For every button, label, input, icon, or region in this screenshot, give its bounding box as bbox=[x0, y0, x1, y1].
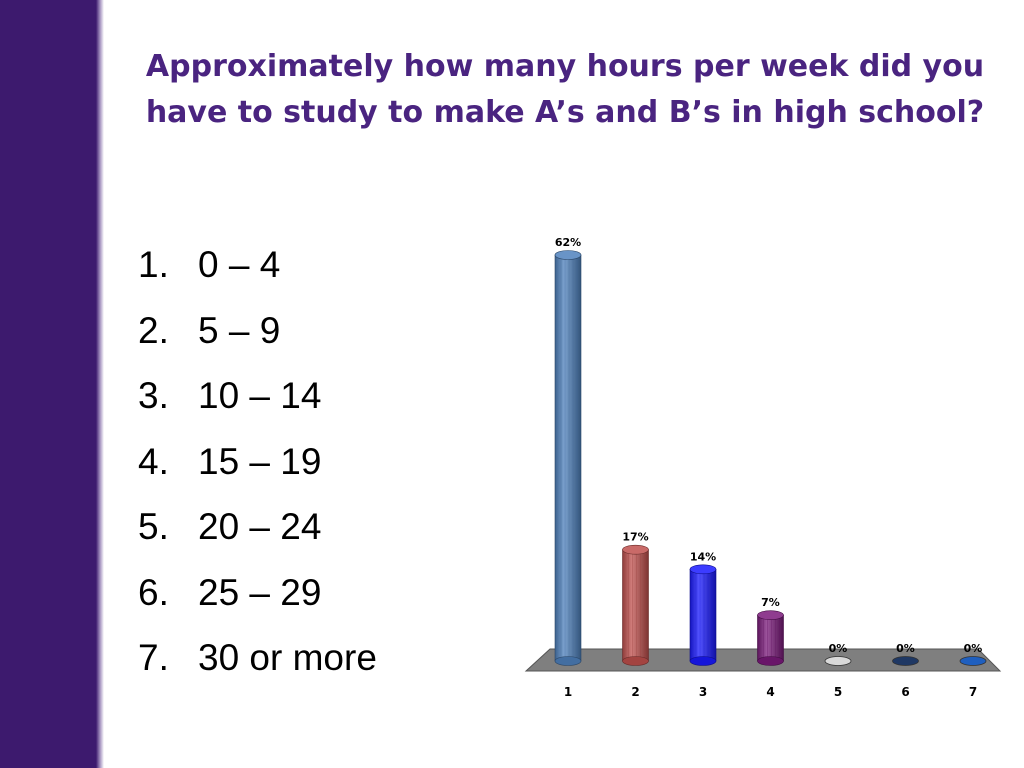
option-number: 5. bbox=[138, 506, 169, 547]
x-tick-label: 7 bbox=[969, 685, 977, 699]
data-label: 62% bbox=[555, 236, 581, 249]
bar-base bbox=[757, 656, 784, 666]
x-tick-label: 5 bbox=[834, 685, 842, 699]
bar-body bbox=[757, 614, 784, 662]
bar-base bbox=[689, 656, 717, 666]
option-item: 3. 10 – 14 bbox=[138, 371, 377, 437]
bar-cap bbox=[757, 610, 784, 620]
data-label: 17% bbox=[622, 531, 648, 544]
option-label: 0 – 4 bbox=[198, 244, 281, 285]
option-label: 10 – 14 bbox=[198, 375, 322, 416]
chart-x-ticks: 1 2 3 4 5 6 7 bbox=[564, 685, 977, 699]
bar-6 bbox=[892, 656, 919, 666]
bar-body bbox=[689, 569, 717, 662]
bar-3 bbox=[689, 564, 717, 666]
sidebar-band bbox=[0, 0, 102, 768]
bar-zero-disc bbox=[959, 656, 987, 666]
data-label: 14% bbox=[690, 550, 716, 563]
bar-1 bbox=[554, 250, 582, 666]
option-number: 3. bbox=[138, 375, 169, 416]
option-item: 4. 15 – 19 bbox=[138, 437, 377, 503]
option-item: 2. 5 – 9 bbox=[138, 306, 377, 372]
option-item: 6. 25 – 29 bbox=[138, 568, 377, 634]
option-label: 20 – 24 bbox=[198, 506, 322, 547]
bar-body bbox=[554, 254, 582, 662]
bar-2 bbox=[622, 544, 649, 666]
x-tick-label: 2 bbox=[631, 685, 639, 699]
chart-data-labels: 62% 17% 14% 7% 0% 0% 0% bbox=[555, 236, 983, 655]
x-tick-label: 3 bbox=[699, 685, 707, 699]
option-number: 6. bbox=[138, 571, 169, 613]
option-label: 30 or more bbox=[198, 637, 377, 678]
x-tick-label: 1 bbox=[564, 685, 572, 699]
slide-title: Approximately how many hours per week di… bbox=[120, 44, 1010, 136]
data-label: 0% bbox=[964, 642, 983, 655]
bar-zero-disc bbox=[892, 656, 919, 666]
title-line-2: have to study to make A’s and B’s in hig… bbox=[145, 95, 985, 130]
sidebar-edge bbox=[96, 0, 104, 768]
option-item: 7. 30 or more bbox=[138, 633, 377, 699]
bar-zero-disc bbox=[824, 656, 852, 666]
option-label: 15 – 19 bbox=[198, 440, 322, 482]
data-label: 0% bbox=[896, 642, 915, 655]
x-tick-label: 4 bbox=[766, 685, 774, 699]
bar-5 bbox=[824, 656, 852, 666]
option-item: 5. 20 – 24 bbox=[138, 502, 377, 568]
data-label: 0% bbox=[829, 642, 848, 655]
bar-cap bbox=[689, 564, 717, 575]
option-label: 5 – 9 bbox=[198, 309, 281, 351]
option-number: 4. bbox=[138, 440, 169, 482]
option-number: 1. bbox=[138, 244, 169, 285]
option-number: 7. bbox=[138, 637, 169, 678]
bar-base bbox=[622, 656, 649, 666]
x-tick-label: 6 bbox=[901, 685, 909, 699]
bar-base bbox=[554, 656, 582, 666]
bar-7 bbox=[959, 656, 987, 666]
bar-cap bbox=[622, 544, 649, 555]
bar-4 bbox=[757, 610, 784, 666]
option-item: 1. 0 – 4 bbox=[138, 240, 377, 306]
chart-bars bbox=[554, 250, 987, 666]
option-label: 25 – 29 bbox=[198, 571, 322, 613]
data-label: 7% bbox=[761, 596, 780, 609]
bar-chart: 62% 17% 14% 7% 0% 0% 0% 1 2 3 4 5 6 7 bbox=[524, 236, 1002, 699]
title-line-1: Approximately how many hours per week di… bbox=[145, 49, 985, 84]
answer-options-list: 1. 0 – 4 2. 5 – 9 3. 10 – 14 4. 15 – 19 5. 20… bbox=[138, 240, 377, 699]
bar-cap bbox=[554, 250, 582, 260]
option-number: 2. bbox=[138, 309, 169, 351]
